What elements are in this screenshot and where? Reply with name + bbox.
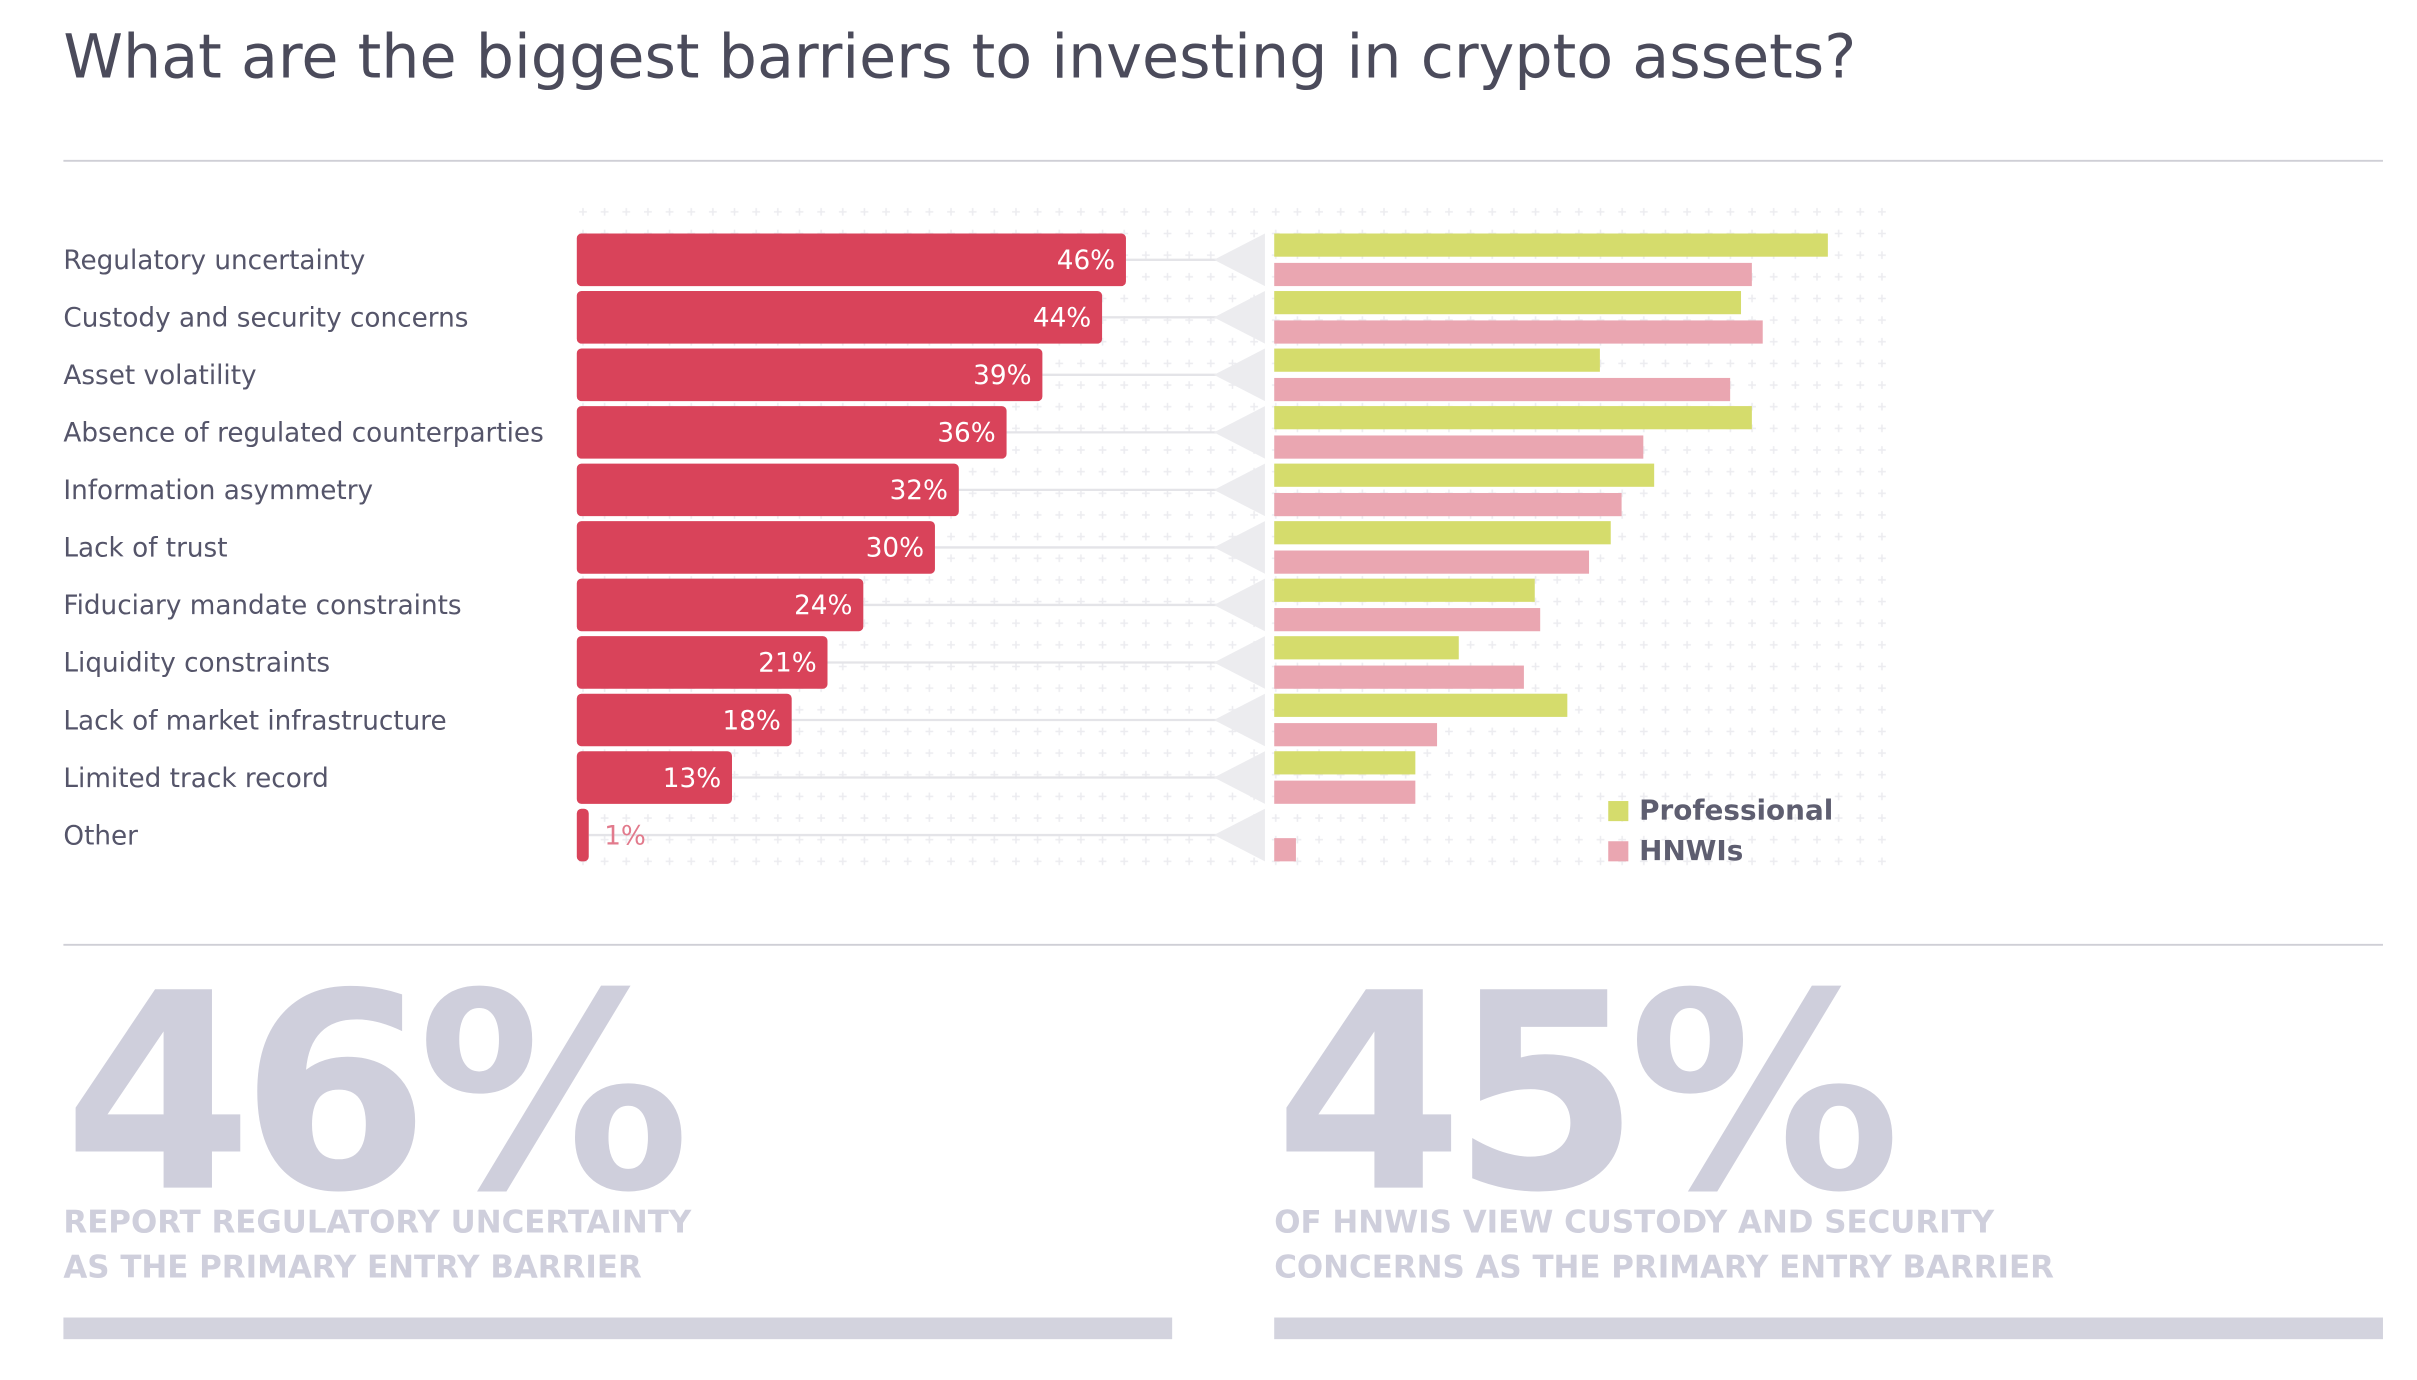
funnel — [1213, 233, 1265, 287]
bar — [576, 463, 959, 517]
category-label: Absence of regulated counterparties — [63, 419, 543, 449]
bar — [576, 406, 1007, 459]
bar — [576, 636, 828, 689]
bar — [576, 693, 792, 747]
bar — [1274, 578, 1535, 602]
bar — [1274, 291, 1742, 315]
highlight-figure: 46% — [63, 936, 685, 1253]
category-label: Information asymmetry — [63, 476, 373, 506]
bar — [1274, 435, 1644, 459]
value-label: 24% — [794, 591, 852, 621]
legend-label: Professional — [1639, 794, 1833, 827]
funnel — [1213, 751, 1265, 804]
category-label: Limited track record — [63, 764, 328, 794]
funnel — [1213, 291, 1265, 344]
category-label: Fiduciary mandate constraints — [63, 591, 461, 621]
bar — [1274, 348, 1600, 372]
funnel — [1213, 636, 1265, 689]
highlight-rule — [1274, 1317, 2383, 1340]
value-label: 39% — [973, 361, 1031, 391]
highlight-figure: 45% — [1274, 936, 1896, 1253]
value-label: 1% — [604, 821, 646, 851]
category-label: Lack of market infrastructure — [63, 706, 446, 736]
bar — [1274, 521, 1611, 545]
category-label: Other — [63, 821, 138, 851]
bar — [1274, 463, 1655, 487]
bar — [576, 233, 1126, 287]
category-label: Liquidity constraints — [63, 649, 330, 679]
value-label: 44% — [1033, 304, 1091, 334]
bar — [576, 521, 935, 574]
category-label: Custody and security concerns — [63, 304, 468, 334]
value-label: 13% — [663, 764, 721, 794]
funnel — [1213, 521, 1265, 574]
category-label: Regulatory uncertainty — [63, 246, 365, 276]
value-label: 18% — [722, 706, 780, 736]
bar — [1274, 262, 1752, 287]
bar — [576, 578, 864, 632]
value-label: 36% — [937, 419, 995, 449]
highlight-caption: CONCERNS AS THE PRIMARY ENTRY BARRIER — [1274, 1249, 2054, 1285]
bar — [1274, 723, 1438, 747]
bar — [1274, 838, 1296, 862]
highlight-caption: OF HNWIS VIEW CUSTODY AND SECURITY — [1274, 1204, 1995, 1240]
funnel — [1213, 808, 1265, 862]
bar — [1274, 608, 1541, 632]
value-label: 21% — [758, 649, 816, 679]
funnel — [1213, 406, 1265, 459]
funnel — [1213, 693, 1265, 747]
bar — [576, 291, 1103, 344]
highlight-rule — [63, 1317, 1173, 1340]
bar — [1274, 636, 1459, 660]
bar — [1274, 550, 1590, 574]
bar — [576, 808, 589, 862]
bar — [1274, 492, 1622, 517]
bar — [1274, 751, 1416, 775]
bar — [1274, 780, 1416, 804]
bar — [1274, 233, 1828, 257]
legend-swatch — [1608, 801, 1629, 822]
funnel — [1213, 578, 1265, 632]
legend-label: HNWIs — [1639, 834, 1743, 867]
highlight-caption: AS THE PRIMARY ENTRY BARRIER — [63, 1249, 642, 1285]
funnel — [1213, 463, 1265, 517]
funnel — [1213, 348, 1265, 402]
legend-swatch — [1608, 841, 1629, 862]
category-label: Asset volatility — [63, 361, 256, 391]
highlight-caption: REPORT REGULATORY UNCERTAINTY — [63, 1204, 691, 1240]
bar — [1274, 665, 1524, 689]
category-label: Lack of trust — [63, 534, 227, 564]
value-label: 46% — [1057, 246, 1115, 276]
page-title: What are the biggest barriers to investi… — [63, 22, 1856, 92]
bar — [1274, 406, 1752, 430]
value-label: 30% — [866, 534, 924, 564]
bar — [1274, 377, 1731, 402]
bar — [1274, 320, 1763, 344]
bar — [1274, 693, 1568, 717]
value-label: 32% — [890, 476, 948, 506]
bar — [576, 751, 732, 804]
bar — [576, 348, 1043, 402]
